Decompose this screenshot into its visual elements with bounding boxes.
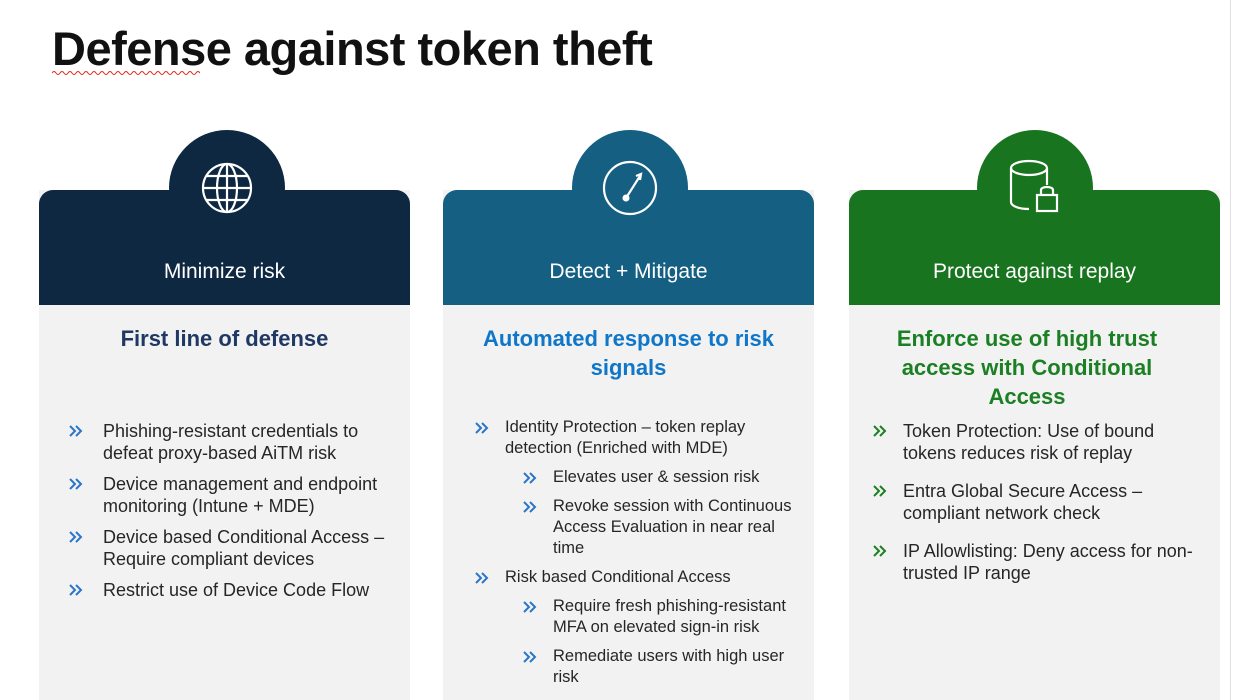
list-item: Device management and endpoint monitorin…	[67, 473, 397, 517]
list-item: Device based Conditional Access – Requir…	[67, 526, 397, 570]
list-item-text: Restrict use of Device Code Flow	[103, 580, 370, 600]
chevron-double-right-icon	[873, 425, 887, 437]
chevron-double-right-icon	[523, 472, 537, 484]
sub-list-item-text: Elevates user & session risk	[553, 468, 760, 486]
globe-icon	[201, 162, 253, 214]
sub-list-item: Require fresh phishing-resistant MFA on …	[473, 596, 803, 638]
globe-icon-badge	[169, 130, 285, 246]
gauge-icon-badge	[572, 130, 688, 246]
card-detect-mitigate: Detect + Mitigate Automated response to …	[443, 190, 814, 700]
card-heading: First line of defense	[120, 326, 329, 351]
list-item-text: Identity Protection – token replay detec…	[505, 418, 746, 457]
list-item: Identity Protection – token replay detec…	[473, 417, 803, 459]
list-item-text: Entra Global Secure Access – compliant n…	[903, 481, 1143, 523]
list-item: Entra Global Secure Access – compliant n…	[871, 480, 1206, 524]
sub-list-item: Remediate users with high user risk	[473, 646, 803, 688]
list-item-text: Phishing-resistant credentials to defeat…	[103, 421, 359, 463]
chevron-double-right-icon	[475, 422, 489, 434]
card-heading: Automated response to risk signals	[483, 326, 774, 380]
list-item-text: Token Protection: Use of bound tokens re…	[903, 421, 1155, 463]
bullet-list: Token Protection: Use of bound tokens re…	[871, 420, 1206, 584]
chevron-double-right-icon	[873, 545, 887, 557]
sub-list-item-text: Revoke session with Continuous Access Ev…	[553, 497, 792, 557]
chevron-double-right-icon	[523, 501, 537, 513]
spellcheck-underline	[52, 71, 200, 75]
list-item-text: IP Allowlisting: Deny access for non-tru…	[903, 541, 1193, 583]
database-lock-icon-badge	[977, 130, 1093, 246]
bullet-list: Identity Protection – token replay detec…	[473, 417, 803, 688]
card-header-label: Protect against replay	[932, 260, 1137, 283]
chevron-double-right-icon	[523, 651, 537, 663]
card-protect-against-replay: Protect against replay Enforce use of hi…	[849, 190, 1220, 700]
bullet-list: Phishing-resistant credentials to defeat…	[67, 420, 397, 601]
page-title: Defense against token theft	[52, 22, 653, 75]
chevron-double-right-icon	[69, 531, 83, 543]
chevron-double-right-icon	[69, 584, 83, 596]
slide-edge	[1230, 0, 1231, 700]
list-item: Risk based Conditional Access	[473, 567, 803, 588]
database-lock-icon	[1009, 159, 1059, 213]
chevron-double-right-icon	[523, 601, 537, 613]
list-item: Phishing-resistant credentials to defeat…	[67, 420, 397, 464]
chevron-double-right-icon	[475, 572, 489, 584]
gauge-icon	[602, 160, 658, 216]
list-item: IP Allowlisting: Deny access for non-tru…	[871, 540, 1206, 584]
chevron-double-right-icon	[873, 485, 887, 497]
card-minimize-risk: Minimize risk First line of defense Phis…	[39, 190, 410, 700]
card-header-label: Detect + Mitigate	[549, 260, 708, 283]
sub-list-item-text: Require fresh phishing-resistant MFA on …	[553, 597, 786, 636]
list-item-text: Risk based Conditional Access	[505, 568, 731, 586]
sub-list-item: Elevates user & session risk	[473, 467, 803, 488]
list-item: Token Protection: Use of bound tokens re…	[871, 420, 1206, 464]
sub-list-item: Revoke session with Continuous Access Ev…	[473, 496, 803, 559]
card-heading: Enforce use of high trust access with Co…	[896, 326, 1158, 409]
list-item: Restrict use of Device Code Flow	[67, 579, 397, 601]
chevron-double-right-icon	[69, 478, 83, 490]
list-item-text: Device based Conditional Access – Requir…	[103, 527, 385, 569]
sub-list-item-text: Remediate users with high user risk	[553, 647, 785, 686]
list-item-text: Device management and endpoint monitorin…	[103, 474, 378, 516]
chevron-double-right-icon	[69, 425, 83, 437]
card-header-label: Minimize risk	[163, 260, 286, 283]
